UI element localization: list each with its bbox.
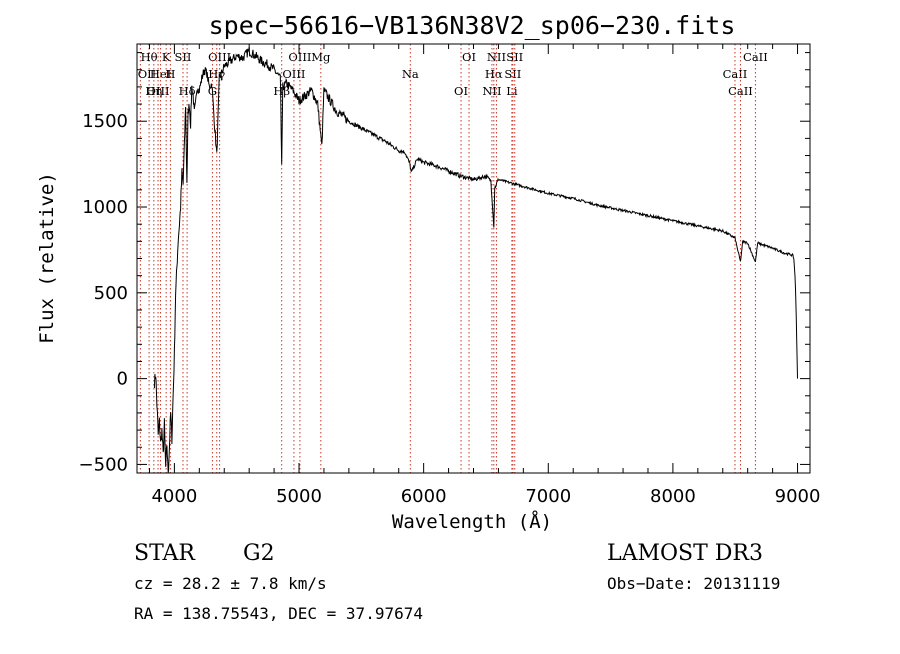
line-marker-label: OIII bbox=[288, 50, 311, 64]
line-marker-label: OI bbox=[454, 84, 468, 98]
y-tick-label: 1500 bbox=[82, 111, 128, 132]
x-tick-label: 5000 bbox=[276, 486, 322, 507]
sky-coordinates: RA = 138.75543, DEC = 37.97674 bbox=[134, 604, 423, 623]
line-marker-label: Hθ bbox=[141, 50, 158, 64]
line-marker-label: K bbox=[162, 50, 171, 64]
line-marker-label: CaII bbox=[723, 67, 748, 81]
line-marker-label: Mg bbox=[311, 50, 331, 64]
spectrum-line bbox=[153, 46, 798, 474]
line-marker-label: Hη bbox=[145, 84, 162, 98]
line-marker-label: SII bbox=[175, 50, 192, 64]
line-marker-label: Na bbox=[402, 67, 419, 81]
object-class: STAR bbox=[134, 541, 196, 566]
line-marker-label: Hα bbox=[485, 67, 503, 81]
redshift-cz: cz = 28.2 ± 7.8 km/s bbox=[134, 574, 327, 593]
x-tick-label: 6000 bbox=[401, 486, 447, 507]
x-axis-label: Wavelength (Å) bbox=[392, 510, 552, 533]
observation-date: Obs−Date: 20131119 bbox=[607, 574, 780, 593]
x-axis: 4000 5000 6000 7000 8000 9000 bbox=[148, 44, 821, 507]
plot-frame bbox=[136, 43, 811, 474]
line-marker-label: OI bbox=[462, 50, 476, 64]
chart-title: spec−56616−VB136N38V2_sp06−230.fits bbox=[209, 11, 736, 40]
line-marker-label: Li bbox=[506, 84, 518, 98]
y-axis-label: Flux (relative) bbox=[36, 172, 58, 344]
series-layer bbox=[153, 46, 798, 474]
y-tick-label: 500 bbox=[94, 283, 128, 304]
x-tick-label: 8000 bbox=[650, 486, 696, 507]
y-tick-label: 0 bbox=[117, 369, 128, 390]
line-marker-label: OII bbox=[138, 67, 157, 81]
line-marker-label: CaII bbox=[743, 50, 768, 64]
y-axis: −500 0 500 1000 1500 bbox=[79, 52, 810, 475]
line-marker-label: OIII bbox=[282, 67, 305, 81]
line-marker-layer: HθOIIOIIIKHeIHηSIIHHδOIIIHγGOIIIOIIIHβMg… bbox=[138, 44, 768, 473]
line-marker-label: SII bbox=[506, 50, 523, 64]
line-marker-label: SII bbox=[504, 67, 521, 81]
x-tick-label: 9000 bbox=[775, 486, 821, 507]
line-marker-label: H bbox=[165, 67, 175, 81]
x-tick-label: 7000 bbox=[525, 486, 571, 507]
line-marker-label: OIII bbox=[208, 50, 231, 64]
y-tick-label: 1000 bbox=[82, 197, 128, 218]
line-marker-label: NII bbox=[487, 50, 506, 64]
line-marker-label: OIII bbox=[147, 84, 170, 98]
y-tick-label: −500 bbox=[79, 454, 128, 475]
survey-name: LAMOST DR3 bbox=[607, 541, 763, 566]
line-marker-label: HeI bbox=[150, 67, 171, 81]
line-marker-label: CaII bbox=[728, 84, 753, 98]
line-marker-label: Hβ bbox=[273, 84, 290, 98]
line-marker-label: NII bbox=[482, 84, 501, 98]
object-subclass: G2 bbox=[243, 541, 275, 566]
x-tick-label: 4000 bbox=[151, 486, 197, 507]
